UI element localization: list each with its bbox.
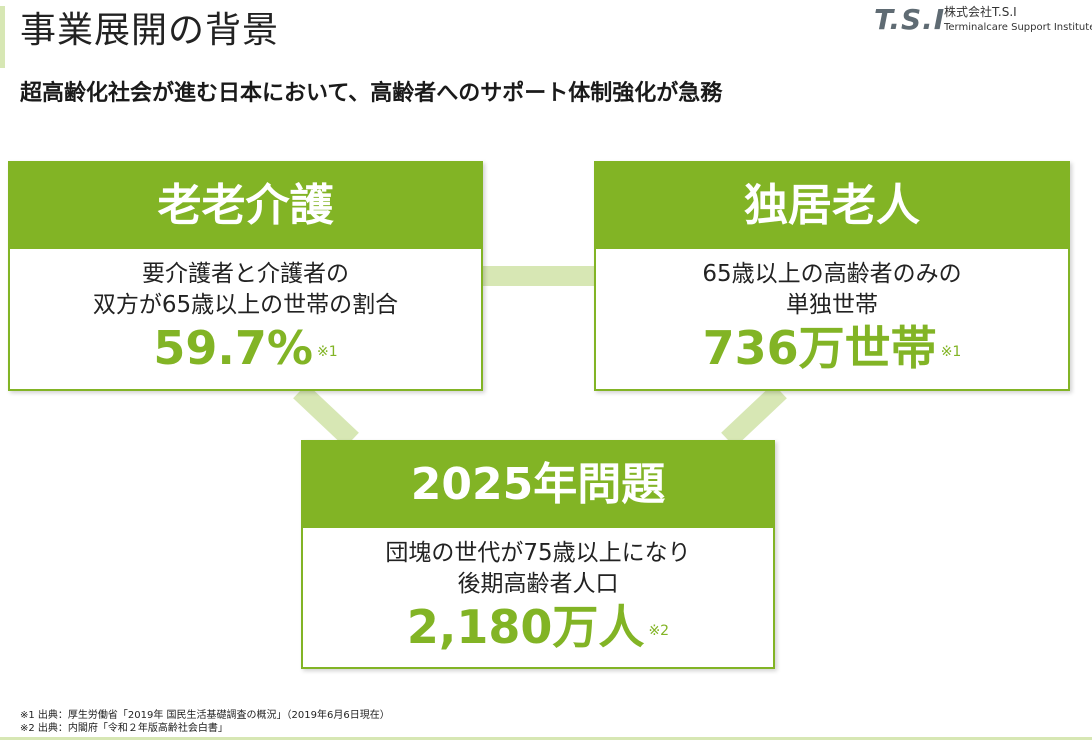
card-2025-mondai: 2025年問題 団塊の世代が75歳以上になり 後期高齢者人口 2,180万人 ※2 <box>301 440 775 669</box>
card-note: ※1 <box>940 344 962 360</box>
card-dokkyo-rojin: 独居老人 65歳以上の高齢者のみの 単独世帯 736万世帯 ※1 <box>594 161 1070 391</box>
card-stat-value: 736万世帯 <box>702 321 937 375</box>
card-stat-value: 59.7% <box>153 321 313 375</box>
card-note: ※1 <box>316 344 338 360</box>
footnotes: ※1 出典：厚生労働省「2019年 国民生活基礎調査の概況」（2019年6月6日… <box>20 709 390 735</box>
card-heading: 老老介護 <box>10 163 481 249</box>
title-accent-bar <box>0 6 5 68</box>
card-desc-line2: 双方が65歳以上の世帯の割合 <box>92 292 399 318</box>
footnote-1: ※1 出典：厚生労働省「2019年 国民生活基礎調査の概況」（2019年6月6日… <box>20 710 390 721</box>
card-desc-line1: 65歳以上の高齢者のみの <box>702 261 962 287</box>
connector-b-c <box>721 383 787 448</box>
company-logo: T.S.I 株式会社T.S.I Terminalcare Support Ins… <box>874 3 1092 40</box>
card-rourou-kaigo: 老老介護 要介護者と介護者の 双方が65歳以上の世帯の割合 59.7% ※1 <box>8 161 483 391</box>
logo-mark: T.S.I <box>874 3 946 36</box>
logo-company-name: 株式会社T.S.I <box>944 5 1017 19</box>
card-stat: 59.7% ※1 <box>10 321 481 375</box>
card-stat-value: 2,180万人 <box>406 600 645 654</box>
card-desc-line2: 単独世帯 <box>786 292 878 318</box>
logo-subtitle: Terminalcare Support Institute <box>944 22 1092 33</box>
page-title: 事業展開の背景 <box>20 10 280 51</box>
headline: 超高齢化社会が進む日本において、高齢者へのサポート体制強化が急務 <box>20 81 723 106</box>
card-heading: 独居老人 <box>596 163 1068 249</box>
card-desc-line2: 後期高齢者人口 <box>457 571 619 597</box>
card-heading: 2025年問題 <box>303 442 773 528</box>
card-stat: 736万世帯 ※1 <box>596 321 1068 375</box>
bottom-accent-line <box>0 737 1092 740</box>
card-desc-line1: 団塊の世代が75歳以上になり <box>385 540 691 566</box>
footnote-2: ※2 出典：内閣府「令和２年版高齢社会白書」 <box>20 723 228 734</box>
card-body: 65歳以上の高齢者のみの 単独世帯 736万世帯 ※1 <box>596 249 1068 375</box>
card-body: 団塊の世代が75歳以上になり 後期高齢者人口 2,180万人 ※2 <box>303 528 773 654</box>
card-stat: 2,180万人 ※2 <box>303 600 773 654</box>
card-body: 要介護者と介護者の 双方が65歳以上の世帯の割合 59.7% ※1 <box>10 249 481 375</box>
connector-a-c <box>293 383 359 448</box>
card-desc-line1: 要介護者と介護者の <box>142 261 349 287</box>
card-note: ※2 <box>648 623 670 639</box>
